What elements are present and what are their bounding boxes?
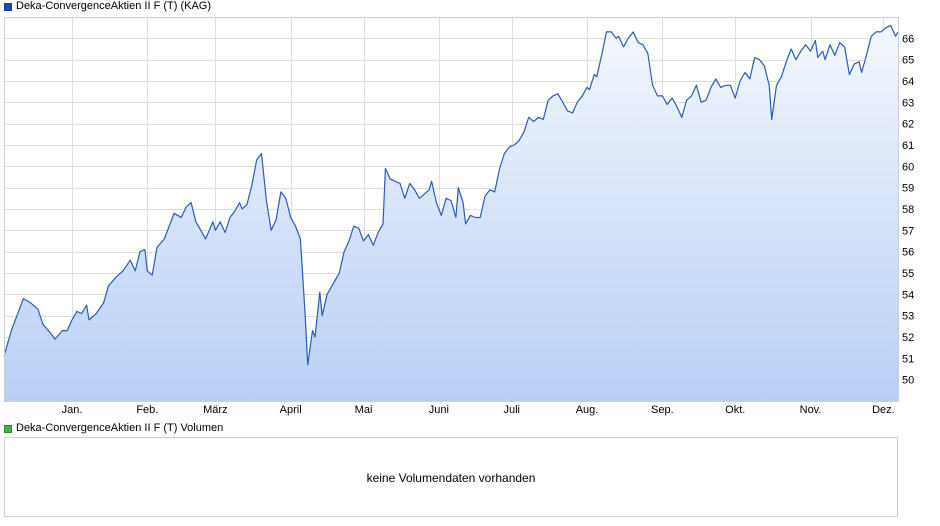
y-tick-label: 63 [902, 97, 914, 109]
volume-legend: Deka-ConvergenceAktien II F (T) Volumen [4, 422, 223, 435]
y-tick-label: 54 [902, 289, 914, 301]
price-legend: Deka-ConvergenceAktien II F (T) (KAG) [4, 0, 211, 13]
y-tick-label: 52 [902, 332, 914, 344]
x-tick-label: März [203, 404, 227, 416]
x-tick-label: Juni [429, 404, 449, 416]
y-tick-label: 59 [902, 183, 914, 195]
price-chart: ARIVA.DE 5051525354555657585960616263646… [3, 17, 914, 416]
y-tick-label: 50 [902, 375, 914, 387]
x-axis: Jan. Feb. März April Mai Juni Juli Aug. Sep. Okt.… [62, 404, 895, 416]
x-tick-label: April [280, 404, 302, 416]
volume-legend-label: Deka-ConvergenceAktien II F (T) Volumen [16, 422, 224, 434]
y-tick-label: 60 [902, 161, 914, 173]
x-tick-label: Aug. [576, 404, 599, 416]
no-volume-message: keine Volumendaten vorhanden [366, 471, 536, 485]
x-tick-label: Sep. [651, 404, 674, 416]
x-tick-label: Dez. [872, 404, 895, 416]
x-tick-label: Okt. [725, 404, 745, 416]
volume-series-swatch [4, 424, 12, 433]
y-tick-label: 53 [902, 311, 914, 323]
y-tick-label: 65 [902, 55, 914, 67]
x-tick-label: Juli [503, 404, 520, 416]
y-tick-label: 62 [902, 119, 914, 131]
price-legend-label: Deka-ConvergenceAktien II F (T) (KAG) [16, 0, 212, 12]
x-tick-label: Feb. [136, 404, 158, 416]
y-tick-label: 57 [902, 225, 914, 237]
y-axis: 50 51 52 53 54 55 56 57 58 59 60 61 62 63 64 65 66 [902, 33, 914, 386]
y-tick-label: 58 [902, 204, 914, 216]
x-tick-label: Mai [355, 404, 373, 416]
price-series-swatch [4, 2, 12, 11]
x-tick-label: Nov. [800, 404, 822, 416]
y-tick-label: 66 [902, 33, 914, 45]
plot-frame [4, 17, 899, 402]
y-tick-label: 51 [902, 353, 914, 365]
y-tick-label: 61 [902, 140, 914, 152]
x-tick-label: Jan. [62, 404, 83, 416]
chart-area-layer [3, 24, 899, 401]
series-area [4, 25, 898, 401]
volume-panel: keine Volumendaten vorhanden [4, 437, 898, 517]
series-line [3, 24, 899, 366]
y-tick-label: 55 [902, 268, 914, 280]
y-tick-label: 56 [902, 247, 914, 259]
y-tick-label: 64 [902, 76, 914, 88]
